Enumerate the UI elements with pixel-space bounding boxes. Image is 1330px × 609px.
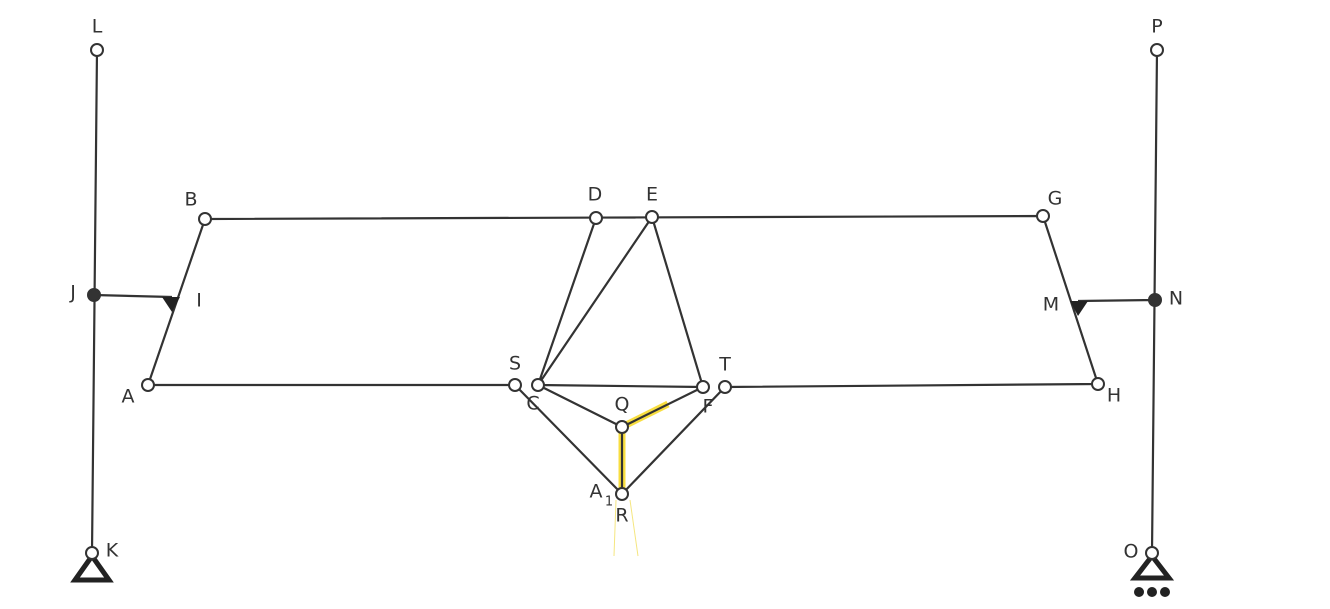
node-label: O <box>1124 541 1139 563</box>
node <box>87 288 101 302</box>
node-label: N <box>1169 288 1183 310</box>
node-label: J <box>69 282 76 304</box>
node <box>508 378 522 392</box>
node-label: H <box>1107 385 1121 407</box>
node-label: B <box>184 189 197 211</box>
node <box>198 212 212 226</box>
roller-support <box>1129 551 1175 597</box>
node <box>645 210 659 224</box>
node <box>696 380 710 394</box>
node-label: M <box>1043 294 1059 316</box>
node-label: K <box>106 540 119 562</box>
node <box>615 487 629 501</box>
node <box>1091 377 1105 391</box>
node <box>615 420 629 434</box>
node <box>718 380 732 394</box>
node <box>141 378 155 392</box>
hinge-marker <box>1070 301 1088 316</box>
node-label: I <box>196 290 202 312</box>
node-label: P <box>1151 16 1162 38</box>
highlight-ray <box>613 499 639 557</box>
hinge-marker <box>162 297 180 312</box>
node <box>1150 43 1164 57</box>
node <box>531 378 545 392</box>
node-label: Q <box>615 394 630 416</box>
node-label: F <box>703 396 714 418</box>
highlight <box>618 400 670 494</box>
node-label: C <box>526 393 539 415</box>
node-label: A <box>590 481 603 503</box>
node-label-subscript: 1 <box>605 495 613 510</box>
node <box>1036 209 1050 223</box>
node <box>85 546 99 560</box>
node-label: D <box>588 184 603 206</box>
node-label: E <box>646 184 658 206</box>
node <box>1148 293 1162 307</box>
node-label: L <box>92 16 103 38</box>
node-label: A <box>122 386 135 408</box>
node-label: T <box>718 354 731 376</box>
node <box>1145 546 1159 560</box>
node-label: G <box>1048 188 1063 210</box>
pin-support <box>70 551 114 583</box>
node <box>589 211 603 225</box>
node-label: S <box>509 353 521 375</box>
node-label: R <box>615 505 628 527</box>
node <box>90 43 104 57</box>
